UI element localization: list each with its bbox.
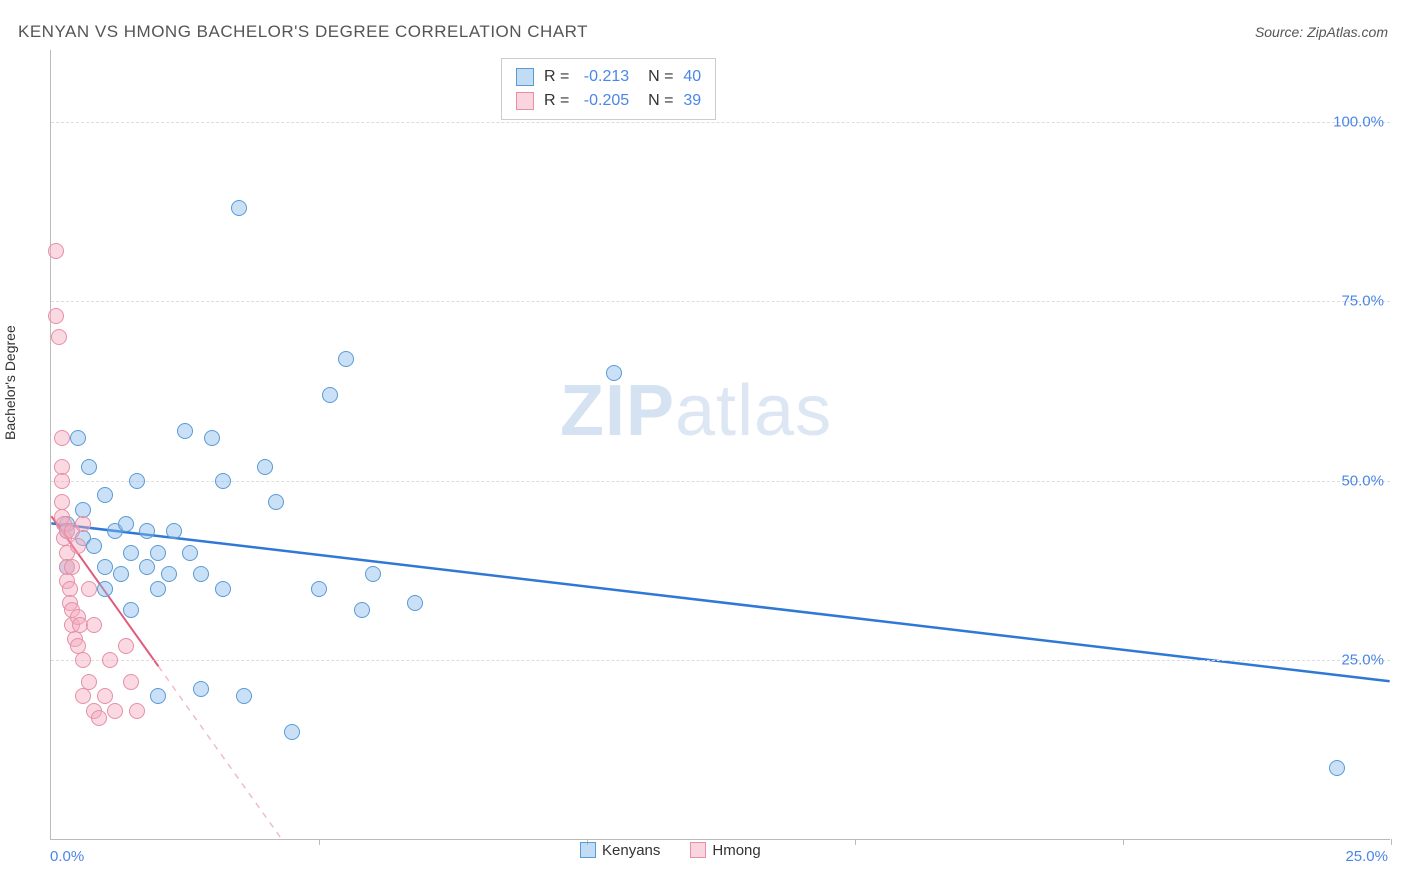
- point-kenyans: [606, 365, 622, 381]
- correlation-stats-legend: R = -0.213 N = 40 R = -0.205 N = 39: [501, 58, 716, 120]
- point-kenyans: [118, 516, 134, 532]
- point-hmong: [129, 703, 145, 719]
- point-kenyans: [236, 688, 252, 704]
- point-kenyans: [97, 581, 113, 597]
- trend-line: [158, 666, 281, 839]
- point-hmong: [86, 617, 102, 633]
- point-kenyans: [365, 566, 381, 582]
- point-kenyans: [166, 523, 182, 539]
- point-kenyans: [161, 566, 177, 582]
- point-hmong: [64, 559, 80, 575]
- legend-item-kenyans: Kenyans: [580, 842, 660, 859]
- point-hmong: [81, 581, 97, 597]
- point-kenyans: [231, 200, 247, 216]
- point-kenyans: [70, 430, 86, 446]
- legend-label-hmong: Hmong: [712, 842, 760, 859]
- point-hmong: [97, 688, 113, 704]
- series-legend: Kenyans Hmong: [580, 842, 761, 859]
- point-kenyans: [311, 581, 327, 597]
- gridline-h: [51, 301, 1390, 302]
- point-kenyans: [177, 423, 193, 439]
- x-tick: [1391, 839, 1392, 845]
- point-kenyans: [193, 566, 209, 582]
- point-kenyans: [150, 581, 166, 597]
- point-hmong: [48, 243, 64, 259]
- legend-item-hmong: Hmong: [690, 842, 760, 859]
- point-kenyans: [86, 538, 102, 554]
- point-kenyans: [322, 387, 338, 403]
- y-tick-label: 25.0%: [1341, 652, 1384, 669]
- point-kenyans: [139, 559, 155, 575]
- gridline-h: [51, 481, 1390, 482]
- stats-row-hmong: R = -0.205 N = 39: [516, 89, 701, 113]
- source-attribution: Source: ZipAtlas.com: [1255, 24, 1388, 40]
- point-kenyans: [113, 566, 129, 582]
- point-kenyans: [150, 688, 166, 704]
- point-kenyans: [123, 602, 139, 618]
- swatch-pink: [516, 92, 534, 110]
- trend-line: [51, 523, 1389, 681]
- point-kenyans: [204, 430, 220, 446]
- y-axis-title: Bachelor's Degree: [2, 325, 18, 440]
- stat-R-kenyans: -0.213: [584, 65, 629, 89]
- point-hmong: [54, 430, 70, 446]
- trend-lines-layer: [51, 50, 1390, 839]
- stat-N-kenyans: 40: [683, 65, 701, 89]
- y-tick-label: 100.0%: [1333, 113, 1384, 130]
- swatch-pink: [690, 842, 706, 858]
- stat-R-hmong: -0.205: [584, 89, 629, 113]
- point-hmong: [102, 652, 118, 668]
- stat-R-label: R =: [544, 89, 574, 113]
- point-hmong: [51, 329, 67, 345]
- gridline-h: [51, 660, 1390, 661]
- point-kenyans: [215, 473, 231, 489]
- stat-N-label: N =: [639, 89, 673, 113]
- swatch-blue: [516, 68, 534, 86]
- point-kenyans: [338, 351, 354, 367]
- stats-row-kenyans: R = -0.213 N = 40: [516, 65, 701, 89]
- point-kenyans: [139, 523, 155, 539]
- point-hmong: [107, 703, 123, 719]
- y-tick-label: 75.0%: [1341, 293, 1384, 310]
- x-axis-end-label: 25.0%: [1345, 848, 1388, 865]
- point-hmong: [70, 538, 86, 554]
- point-hmong: [48, 308, 64, 324]
- point-hmong: [75, 516, 91, 532]
- gridline-h: [51, 122, 1390, 123]
- point-kenyans: [268, 494, 284, 510]
- point-kenyans: [284, 724, 300, 740]
- point-kenyans: [407, 595, 423, 611]
- plot-area: R = -0.213 N = 40 R = -0.205 N = 39 25.0…: [50, 50, 1390, 840]
- point-kenyans: [193, 681, 209, 697]
- stat-R-label: R =: [544, 65, 574, 89]
- stat-N-label: N =: [639, 65, 673, 89]
- point-hmong: [81, 674, 97, 690]
- point-hmong: [54, 473, 70, 489]
- point-kenyans: [354, 602, 370, 618]
- point-kenyans: [81, 459, 97, 475]
- point-kenyans: [129, 473, 145, 489]
- swatch-blue: [580, 842, 596, 858]
- chart-title: KENYAN VS HMONG BACHELOR'S DEGREE CORREL…: [18, 22, 588, 42]
- x-tick: [1123, 839, 1124, 845]
- point-kenyans: [97, 559, 113, 575]
- x-axis-origin-label: 0.0%: [50, 848, 84, 865]
- point-hmong: [75, 652, 91, 668]
- point-kenyans: [215, 581, 231, 597]
- legend-label-kenyans: Kenyans: [602, 842, 660, 859]
- stat-N-hmong: 39: [683, 89, 701, 113]
- point-kenyans: [150, 545, 166, 561]
- point-kenyans: [257, 459, 273, 475]
- point-hmong: [123, 674, 139, 690]
- y-tick-label: 50.0%: [1341, 472, 1384, 489]
- point-hmong: [91, 710, 107, 726]
- point-kenyans: [1329, 760, 1345, 776]
- point-hmong: [75, 688, 91, 704]
- point-kenyans: [123, 545, 139, 561]
- x-tick: [319, 839, 320, 845]
- point-kenyans: [182, 545, 198, 561]
- point-kenyans: [97, 487, 113, 503]
- x-tick: [855, 839, 856, 845]
- point-hmong: [118, 638, 134, 654]
